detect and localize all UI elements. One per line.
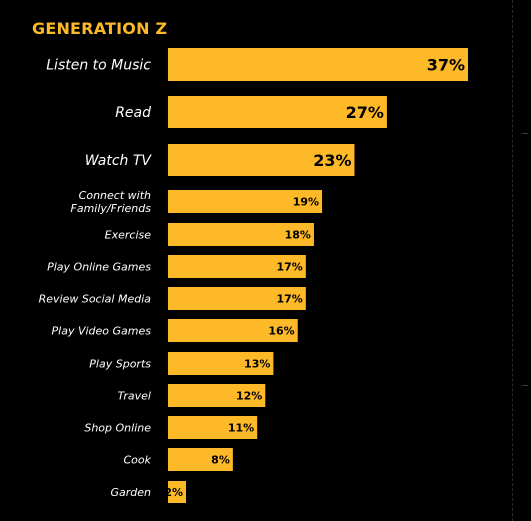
bar-value-label: 23% [313,151,351,170]
bar-value-label: 12% [236,390,262,403]
bar-value-label: 13% [244,358,270,371]
category-label: Listen to Music [46,58,151,74]
category-label: Exercise [105,228,152,241]
bar-value-label: 17% [276,293,302,306]
category-label: Cook [123,453,151,466]
bar [168,96,387,128]
bar-value-label: 17% [276,261,302,274]
bar-value-label: 27% [346,103,384,122]
bar [168,287,306,310]
category-label: Connect with Family/Friends [71,189,152,215]
bar [168,190,323,213]
bar [168,416,258,439]
bar-value-label: 8% [211,454,230,467]
category-label: Review Social Media [39,292,152,305]
bar-value-label: 19% [293,196,319,209]
bar [168,255,306,278]
category-label: Read [115,105,151,121]
bar [168,223,314,246]
bar-value-label: 16% [268,325,294,338]
category-label: Garden [110,486,151,499]
bar-value-label: 11% [228,422,254,435]
side-tick [522,133,528,134]
bar [168,144,355,176]
category-label: Play Sports [89,357,151,370]
side-tick [522,385,528,386]
bar-value-label: 2% [164,486,183,499]
side-divider [512,0,513,521]
bar [168,481,186,503]
category-label: Shop Online [84,421,151,434]
bar [168,319,298,342]
bar [168,352,274,375]
bar-value-label: 18% [285,229,311,242]
bar [168,48,468,81]
category-label: Play Online Games [47,260,151,273]
bar [168,384,266,407]
category-label: Watch TV [85,153,153,169]
category-label: Travel [118,389,151,402]
category-label: Play Video Games [52,324,152,337]
chart-title: GENERATION Z [32,19,168,38]
bar [168,448,233,471]
bar-value-label: 37% [427,56,465,75]
